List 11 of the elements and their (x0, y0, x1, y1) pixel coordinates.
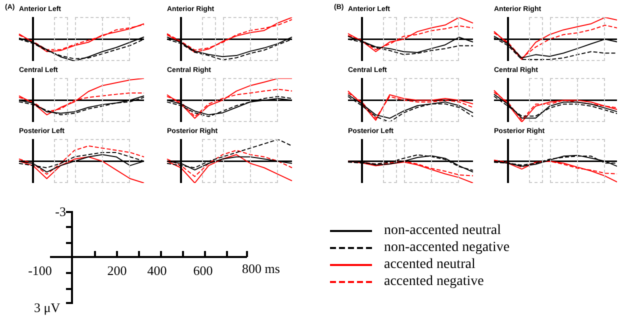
text: 200 (106, 263, 128, 279)
text: -3 (54, 204, 66, 220)
legend-label: accented negative (384, 274, 484, 290)
text: 3 μV (34, 300, 62, 316)
text: -100 (27, 263, 53, 279)
legend-label: accented neutral (384, 256, 476, 272)
text: 800 ms (241, 261, 281, 277)
text: 600 (192, 263, 214, 279)
legend-label: non-accented neutral (384, 222, 501, 238)
text: 400 (146, 263, 168, 279)
legend-label: non-accented negative (384, 240, 510, 256)
